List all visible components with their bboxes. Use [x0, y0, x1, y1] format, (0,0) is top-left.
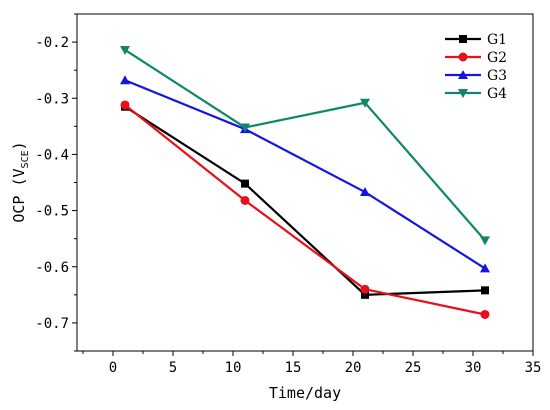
series-g2: [120, 100, 490, 319]
series-g4: [120, 45, 490, 246]
y-tick-label: -0.3: [35, 91, 69, 107]
series-g3: [120, 75, 490, 273]
legend-item-g2: G2: [445, 50, 507, 66]
legend-marker: [459, 35, 467, 43]
series-line: [124, 104, 486, 316]
data-point: [360, 284, 370, 294]
data-point: [120, 100, 130, 110]
legend-item-g4: G4: [445, 86, 507, 102]
y-tick-label: -0.7: [35, 316, 69, 332]
legend-label: G1: [487, 32, 507, 48]
x-tick-label: 35: [525, 360, 542, 376]
legend-item-g1: G1: [445, 32, 507, 48]
y-axis-title-close: ): [10, 141, 28, 150]
legend-marker: [458, 52, 468, 62]
legend-item-g3: G3: [445, 68, 507, 84]
y-tick-label: -0.6: [35, 260, 69, 276]
x-tick-label: 30: [465, 360, 482, 376]
data-point: [120, 45, 130, 55]
y-axis-title-main: OCP (V: [10, 168, 28, 222]
data-point: [120, 75, 130, 85]
y-tick-label: -0.2: [35, 35, 69, 51]
y-axis-title-subscript: SCE: [20, 150, 31, 168]
legend-label: G3: [487, 68, 507, 84]
series-line: [124, 49, 486, 242]
data-point: [361, 290, 369, 299]
series-group: [120, 45, 490, 319]
data-point: [480, 263, 490, 273]
data-point: [480, 236, 490, 246]
data-point: [360, 187, 370, 197]
y-axis-title: OCP (VSCE): [10, 141, 31, 222]
x-tick-label: 0: [109, 360, 117, 376]
data-point: [481, 286, 489, 295]
legend-label: G2: [487, 50, 507, 66]
y-tick-label: -0.4: [35, 147, 69, 163]
series-g1: [121, 102, 489, 299]
x-tick-label: 25: [405, 360, 422, 376]
legend-label: G4: [487, 86, 507, 102]
series-line: [124, 79, 486, 270]
legend-marker: [458, 89, 468, 98]
plot-frame: [76, 13, 534, 352]
x-tick-label: 20: [345, 360, 362, 376]
series-line: [124, 105, 486, 296]
x-tick-label: 15: [285, 360, 302, 376]
legend-marker: [458, 70, 468, 79]
y-axis-ticks: -0.2 -0.3 -0.4 -0.5 -0.6 -0.7: [35, 13, 77, 352]
y-tick-label: -0.5: [35, 204, 69, 220]
data-point: [240, 123, 250, 133]
x-axis-ticks: 0 5 10 15 20 25 30 35: [82, 351, 542, 376]
x-tick-label: 5: [169, 360, 177, 376]
legend: G1 G2 G3 G4: [445, 32, 507, 102]
x-tick-label: 10: [225, 360, 242, 376]
data-point: [360, 98, 370, 108]
data-point: [240, 195, 250, 205]
x-axis-title: Time/day: [269, 384, 341, 402]
data-point: [480, 309, 490, 319]
data-point: [241, 179, 249, 188]
